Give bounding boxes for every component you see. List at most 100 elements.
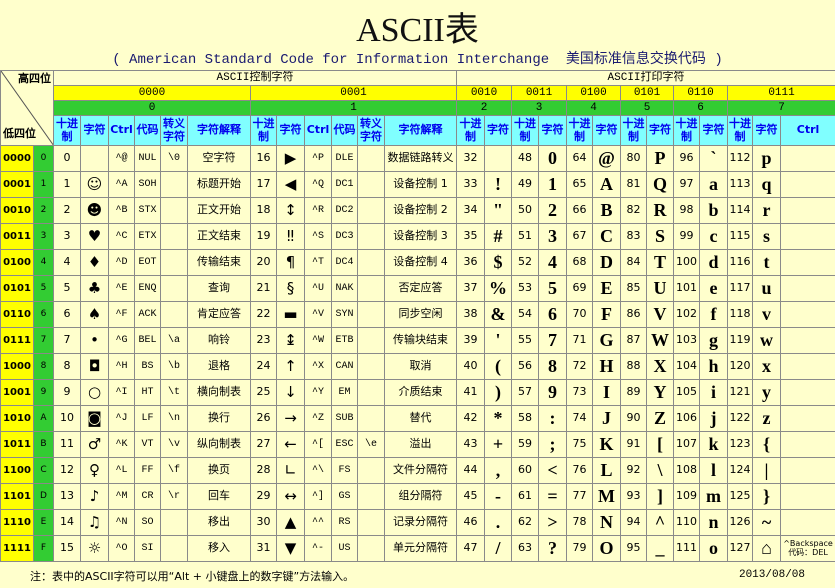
table-cell: ♦ (80, 249, 109, 276)
title: ASCII表 (356, 12, 479, 49)
table-cell: k (699, 431, 729, 458)
table-cell (780, 249, 835, 276)
table-cell: ◙ (80, 405, 109, 432)
group-hex: 1 (249, 100, 458, 116)
table-cell (160, 197, 188, 224)
table-cell: N (592, 509, 622, 536)
table-cell: 62 (511, 509, 540, 536)
table-cell: 72 (566, 353, 594, 380)
table-cell: 124 (727, 457, 754, 484)
table-cell: 记录分隔符 (383, 509, 458, 536)
table-cell: ^N (108, 509, 135, 536)
group-hex: 6 (673, 100, 729, 116)
table-cell: 0 (33, 145, 54, 172)
table-cell: e (699, 275, 729, 302)
column-label: 字符 (80, 115, 109, 146)
table-cell: A (33, 405, 54, 432)
table-cell: 8 (538, 353, 568, 380)
table-cell: ! (484, 171, 513, 198)
table-cell: 26 (250, 405, 277, 432)
table-cell: 52 (511, 249, 540, 276)
table-cell (780, 223, 835, 250)
table-cell: 27 (250, 431, 277, 458)
table-cell: 101 (673, 275, 701, 302)
table-cell: 15 (53, 535, 81, 562)
table-cell: G (592, 327, 622, 354)
table-cell (357, 379, 385, 406)
table-cell: ^C (108, 223, 135, 250)
table-cell: → (276, 405, 305, 432)
table-cell: : (538, 405, 568, 432)
table-cell: FS (331, 457, 358, 484)
table-cell: ^Z (304, 405, 332, 432)
table-cell: 0000 (0, 145, 34, 172)
table-cell: P (646, 145, 675, 172)
table-cell: ☻ (80, 197, 109, 224)
table-cell: K (592, 431, 622, 458)
table-cell: 移出 (187, 509, 251, 536)
table-cell: 111 (673, 535, 701, 562)
group-bin: 0101 (620, 85, 675, 101)
table-cell: 59 (511, 431, 540, 458)
table-cell: M (592, 483, 622, 510)
table-cell (780, 301, 835, 328)
table-cell: | (752, 457, 782, 484)
corner-high: 高四位 (18, 74, 51, 86)
table-cell: 移入 (187, 535, 251, 562)
table-cell: EOT (134, 249, 161, 276)
table-cell: " (484, 197, 513, 224)
table-cell (780, 353, 835, 380)
table-cell: 65 (566, 171, 594, 198)
table-cell: 78 (566, 509, 594, 536)
table-cell: 21 (250, 275, 277, 302)
table-cell: 60 (511, 457, 540, 484)
table-cell: BEL (134, 327, 161, 354)
table-cell: ACK (134, 301, 161, 328)
table-cell (357, 483, 385, 510)
table-cell: 12 (53, 457, 81, 484)
table-cell: 肯定应答 (187, 301, 251, 328)
column-label: 转义字符 (357, 115, 385, 146)
table-cell: a (699, 171, 729, 198)
table-cell: \e (357, 431, 385, 458)
table-cell: ; (538, 431, 568, 458)
group-hex: 7 (727, 100, 835, 116)
group-bin: 0001 (249, 85, 458, 101)
section-header: ASCII打印字符 (456, 70, 835, 86)
table-cell: p (752, 145, 782, 172)
table-cell: 115 (727, 223, 754, 250)
table-cell: 24 (250, 353, 277, 380)
table-cell: = (538, 483, 568, 510)
column-label: 字符解释 (187, 115, 251, 146)
table-row: 1010 A 10 ◙ ^J LF \n 换行 26 → ^Z SUB 替代 42 * 58:74 J 90 Z 10… (0, 405, 835, 432)
table-cell: 文件分隔符 (383, 457, 458, 484)
table-cell: 64 (566, 145, 594, 172)
table-cell: 126 (727, 509, 754, 536)
table-cell (780, 431, 835, 458)
table-row: 1100 C 12 ♀ ^L FF \f 换页 28 ∟ ^\ FS 文件分隔符 44, 60 <76 L 92 \… (0, 457, 835, 484)
table-cell: 50 (511, 197, 540, 224)
table-cell (357, 353, 385, 380)
table-cell: 正文开始 (187, 197, 251, 224)
column-label: 字符 (592, 115, 622, 146)
table-row: 0010 2 2 ☻ ^B STX 正文开始 18 ↕ ^R DC2 设备控制 2 34 " 50 2 66 B 8… (0, 197, 835, 224)
table-cell: 69 (566, 275, 594, 302)
column-label: 字符 (538, 115, 568, 146)
table-cell: g (699, 327, 729, 354)
column-label: 十进制 (566, 115, 594, 146)
column-label: 字符 (699, 115, 729, 146)
table-cell (357, 327, 385, 354)
table-cell: 5 (53, 275, 81, 302)
table-cell: B (592, 197, 622, 224)
table-cell: 2 (538, 197, 568, 224)
table-cell (357, 275, 385, 302)
table-cell: 查询 (187, 275, 251, 302)
table-cell: 设备控制 4 (383, 249, 458, 276)
table-cell: T (646, 249, 675, 276)
table-cell: ^P (304, 145, 332, 172)
table-cell: 66 (566, 197, 594, 224)
table-cell: 回车 (187, 483, 251, 510)
column-label: Ctrl (304, 115, 332, 146)
table-cell: ' (484, 327, 513, 354)
table-cell: 18 (250, 197, 277, 224)
